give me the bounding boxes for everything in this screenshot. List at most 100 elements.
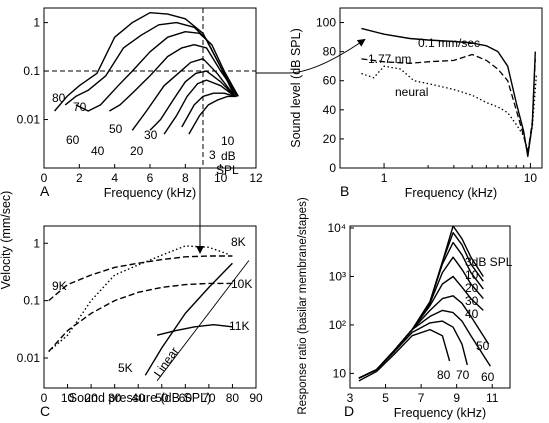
- panel-c: 0 10 20 30 40 50 60 70 80 90 1 0.1 0.01 Sound pressur…: [17, 225, 263, 419]
- panel-d-curve-label: 70: [456, 368, 470, 382]
- panel-b-curve-label: 1.77 nm: [368, 52, 411, 66]
- panel-a-series-30: [149, 70, 236, 131]
- panel-a: 0 2 4 6 8 10 12 1 0.1 0.01 Frequency (kHz) Velocity…: [0, 7, 263, 290]
- panel-d-ytick-label: 10³: [329, 269, 346, 283]
- panel-b-series-neural: [361, 65, 538, 152]
- panel-c-curve-label: 10K: [231, 277, 252, 291]
- panel-b-ytick-label: 40: [323, 103, 337, 117]
- panel-d-series-80: [358, 328, 451, 382]
- panel-a-xlabel: Frequency (kHz): [104, 186, 196, 200]
- panel-d-xtick-label: 11: [486, 391, 499, 405]
- panel-d-curve-label: 80: [437, 368, 451, 382]
- panel-c-letter: C: [40, 403, 50, 419]
- panel-a-curve-label: 70: [73, 100, 87, 114]
- panel-d-curve-label: 50: [476, 339, 490, 353]
- panel-d-ylabel: Response ratio (basilar membrane/stapes): [297, 197, 309, 414]
- panel-c-series-10K: [48, 282, 233, 352]
- panel-a-series-20: [163, 79, 236, 135]
- connector-a-to-b: [256, 38, 366, 74]
- panel-c-linear-label: Linear: [151, 344, 182, 379]
- panel-a-xtick-label: 4: [111, 171, 118, 185]
- panel-c-ytick-label: 0.01: [17, 351, 41, 365]
- panel-c-frame: [43, 225, 257, 389]
- panel-d-curve-label: 10: [465, 268, 479, 282]
- panel-a-xtick-label: 6: [147, 171, 154, 185]
- panel-d-curve-label: 20: [465, 281, 479, 295]
- panel-a-series-40: [131, 58, 236, 131]
- panel-b-ytick-label: 0: [329, 161, 336, 175]
- panel-a-series-70: [64, 21, 238, 106]
- panel-c-xtick-label: 50: [155, 391, 169, 405]
- panel-d-curve-label: 30: [465, 294, 479, 308]
- panel-b-ytick-label: 80: [323, 45, 337, 59]
- panel-c-xtick-label: 20: [84, 391, 98, 405]
- panel-a-xtick-label: 2: [76, 171, 83, 185]
- panel-a-curve-label: 40: [91, 144, 105, 158]
- panel-c-xtick-label: 70: [202, 391, 216, 405]
- panel-d-ytick-label: 10⁴: [327, 221, 346, 235]
- panel-b-frame: [339, 7, 543, 169]
- panel-a-curve-label: dB: [221, 149, 236, 163]
- panel-c-series-11K: [156, 324, 233, 336]
- panel-b-ytick-label: 20: [323, 132, 337, 146]
- panel-b-curve-label: 0.1 mm/sec: [418, 36, 480, 50]
- panel-c-series-8K: [48, 245, 228, 353]
- panel-a-series-3: [188, 95, 237, 135]
- panel-d-xtick-label: 3: [347, 391, 354, 405]
- panel-a-letter: A: [40, 183, 50, 199]
- shared-ylabel-velocity: Velocity (mm/sec): [0, 191, 13, 290]
- panel-a-series-10: [181, 92, 236, 128]
- panel-c-curve-label: 9K: [52, 279, 67, 293]
- panel-d-xtick-label: 7: [418, 391, 425, 405]
- panel-d-ytick-label: 10²: [329, 318, 346, 332]
- panel-a-xtick-label: 12: [249, 171, 263, 185]
- panel-b-ytick-label: 60: [323, 74, 337, 88]
- panel-a-curve-label: 3: [209, 148, 216, 162]
- panel-a-ytick-label: 0.1: [23, 64, 40, 78]
- panel-d-xtick-label: 9: [453, 391, 460, 405]
- panel-a-xtick-label: 8: [182, 171, 189, 185]
- panel-b-ytick-label: 100: [316, 16, 336, 30]
- panel-d-series-70: [358, 320, 468, 379]
- panel-a-curve-label: 10: [221, 134, 235, 148]
- panel-a-xtick-label: 10: [214, 171, 228, 185]
- panel-b-ylabel: Sound level (dB SPL): [289, 28, 303, 148]
- panel-c-curve-label: 5K: [118, 361, 133, 375]
- panel-b-xlabel: Frequency (kHz): [405, 186, 497, 200]
- panel-c-ytick-label: 1: [33, 236, 40, 250]
- panel-a-series-50: [109, 44, 239, 112]
- panel-a-ytick-label: 0.01: [17, 113, 41, 127]
- panel-d-ytick-label: 10: [333, 366, 347, 380]
- panel-a-curve-label: SPL: [216, 163, 239, 177]
- panel-c-xtick-label: 30: [108, 391, 122, 405]
- panel-b-letter: B: [340, 183, 349, 199]
- panel-b-curve-label: neural: [395, 85, 428, 99]
- panel-a-curve-label: 80: [52, 91, 66, 105]
- panel-b-xtick-label: 10: [524, 171, 538, 185]
- panel-d-frame: [349, 225, 511, 389]
- panel-c-xtick-label: 0: [41, 391, 48, 405]
- panel-d-xtick-label: 5: [382, 391, 389, 405]
- panel-d-curve-label: 40: [465, 307, 479, 321]
- panel-a-curve-label: 60: [66, 133, 80, 147]
- panel-c-xtick-label: 40: [132, 391, 146, 405]
- panel-b-series-1-77-nm: [361, 53, 536, 155]
- panel-b-xtick-label: 1: [381, 171, 388, 185]
- panel-c-series-Linear: [156, 260, 250, 382]
- panel-c-ytick-label: 0.1: [23, 294, 40, 308]
- panel-c-curve-label: 8K: [231, 235, 246, 249]
- panel-a-series-60: [75, 31, 239, 112]
- panel-a-xtick-label: 0: [41, 171, 48, 185]
- panel-d-curve-label: 3dB SPL: [465, 255, 513, 269]
- panel-d-curve-label: 60: [481, 370, 495, 384]
- panel-a-curve-label: 30: [144, 128, 158, 142]
- panel-d-letter: D: [344, 403, 354, 419]
- panel-connectors: [196, 38, 366, 254]
- panel-a-ytick-label: 1: [33, 16, 40, 30]
- panel-c-xtick-label: 90: [249, 391, 263, 405]
- panel-a-curve-label: 20: [130, 144, 144, 158]
- panel-c-xtick-label: 60: [179, 391, 193, 405]
- panel-b-series-0-1-mm-sec: [361, 27, 536, 158]
